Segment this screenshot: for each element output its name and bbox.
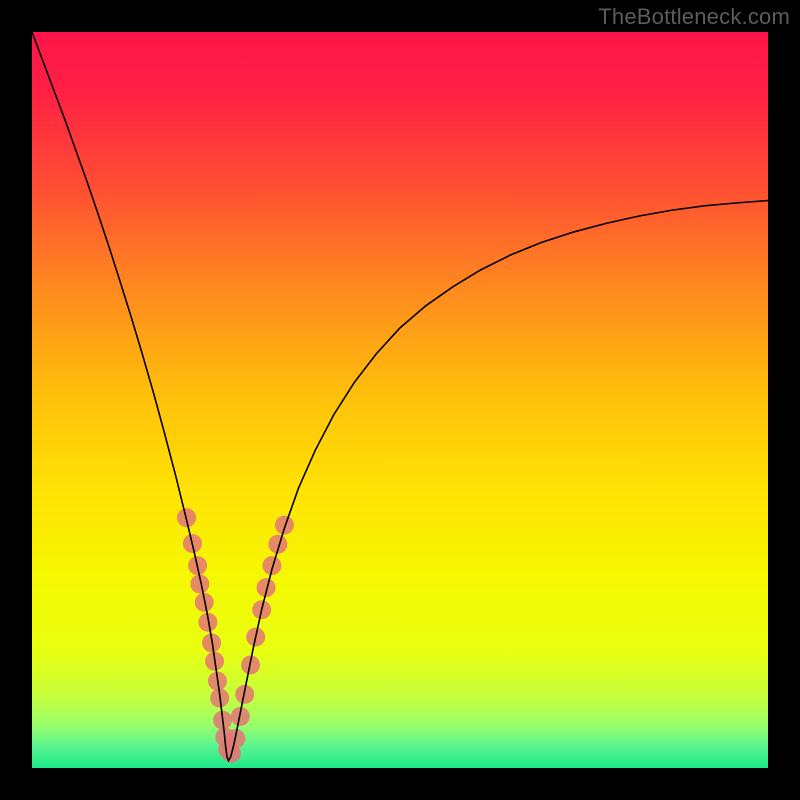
chart-svg — [32, 32, 768, 768]
dot-marker — [275, 516, 294, 535]
dot-markers — [177, 508, 294, 763]
watermark: TheBottleneck.com — [598, 4, 790, 30]
plot-area — [32, 32, 768, 768]
curve-line — [32, 32, 768, 761]
